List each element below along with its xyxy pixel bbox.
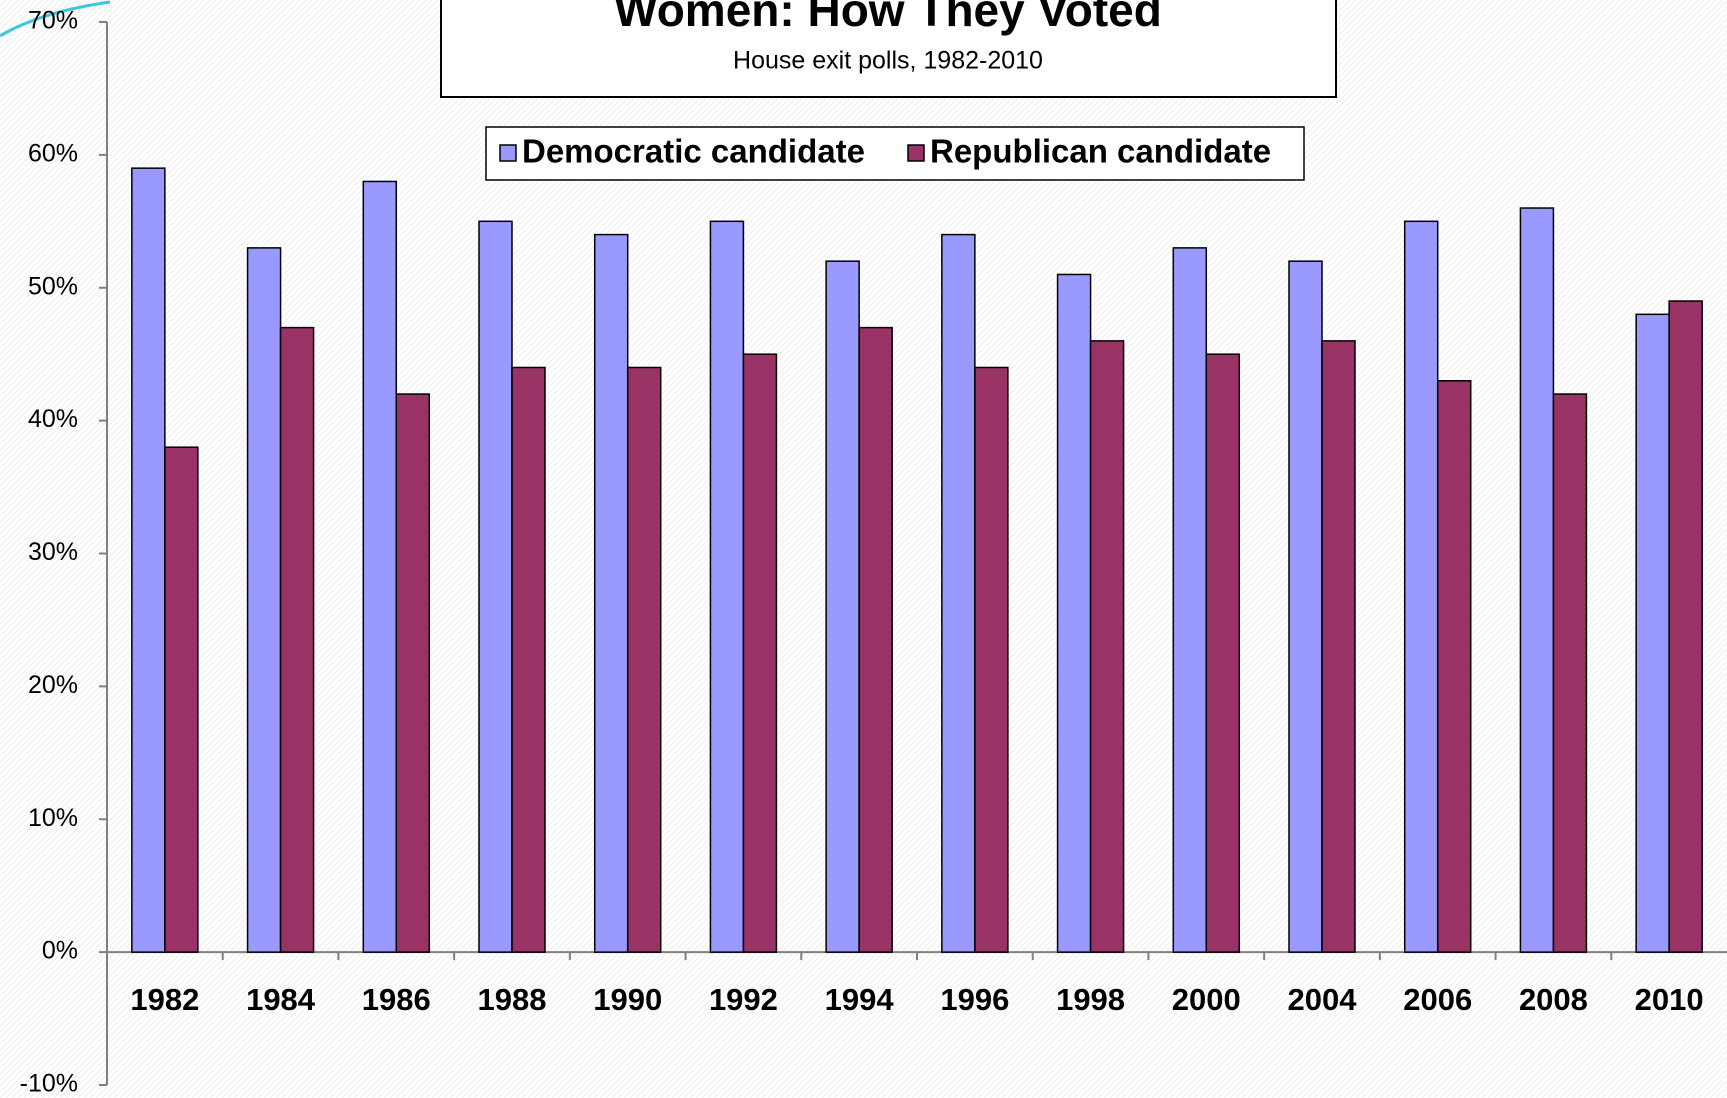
bar [1668, 300, 1703, 953]
decoration [0, 0, 111, 38]
legend-swatch [907, 144, 925, 162]
x-tick-label: 2000 [1172, 982, 1241, 1017]
bar [131, 167, 166, 953]
y-tick-label: -10% [20, 1070, 78, 1098]
legend-box [485, 126, 1305, 181]
x-tick-label: 1988 [478, 982, 547, 1017]
bar [1436, 380, 1472, 953]
x-tick-label: 1984 [246, 982, 316, 1017]
y-tick-label: 60% [28, 139, 78, 167]
chart-title: Women: How They Voted [614, 0, 1162, 36]
y-tick-label: 40% [28, 405, 78, 433]
x-tick-label: 1986 [362, 982, 431, 1017]
bar [1056, 273, 1092, 953]
bar [395, 393, 431, 953]
bar [362, 180, 398, 953]
bar [974, 366, 1009, 953]
bar [1288, 260, 1323, 953]
legend-swatch [499, 144, 517, 162]
y-tick-label: 0% [42, 937, 78, 965]
bar [164, 446, 199, 953]
bar [1172, 247, 1208, 953]
bar [709, 220, 745, 953]
bar [279, 326, 315, 953]
x-tick-label: 1990 [593, 982, 662, 1017]
legend-label: Republican candidate [930, 133, 1271, 170]
bar [478, 220, 513, 953]
bar [511, 366, 546, 953]
bar [1519, 207, 1555, 953]
x-tick-label: 1994 [825, 982, 895, 1017]
x-tick-label: 2008 [1519, 982, 1588, 1017]
bar [858, 326, 893, 953]
bar [1089, 340, 1125, 953]
bar [1205, 353, 1241, 953]
bar [1321, 340, 1356, 953]
chart-subtitle: House exit polls, 1982-2010 [733, 47, 1043, 75]
bar [1403, 220, 1439, 953]
x-tick-label: 1996 [940, 982, 1009, 1017]
y-tick-label: 20% [28, 671, 78, 699]
plot-area: -10% 0% 10% 20% 30% 40% 50% 60% 70% 1982 1984 1986 1… [20, 7, 1727, 1098]
legend-label: Democratic candidate [522, 133, 865, 170]
bar [246, 247, 282, 953]
bar [626, 366, 662, 953]
bar [742, 353, 778, 953]
y-tick-label: 10% [28, 804, 78, 832]
x-tick-label: 2010 [1635, 982, 1704, 1017]
bar [825, 260, 860, 953]
bar [941, 233, 976, 953]
y-tick-label: 70% [28, 7, 78, 35]
bar [1635, 313, 1670, 953]
y-tick-label: 30% [28, 538, 78, 566]
bar [593, 233, 629, 953]
x-tick-label: 1998 [1056, 982, 1125, 1017]
x-tick-label: 2006 [1403, 982, 1472, 1017]
legend: Democratic candidate Republican candidate [499, 133, 1271, 170]
x-tick-label: 1992 [709, 982, 778, 1017]
bar [1552, 393, 1588, 953]
y-tick-label: 50% [28, 272, 78, 300]
x-tick-label: 2004 [1288, 982, 1358, 1017]
title-box [440, 0, 1337, 98]
x-tick-label: 1982 [130, 982, 199, 1017]
